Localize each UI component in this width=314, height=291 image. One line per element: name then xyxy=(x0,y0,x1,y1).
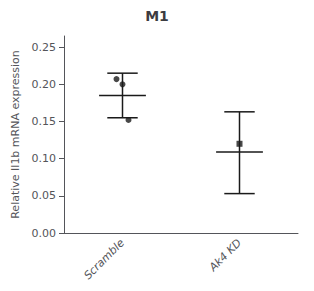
svg-text:0.15: 0.15 xyxy=(32,115,57,128)
svg-text:Ak4 KD: Ak4 KD xyxy=(206,236,244,274)
svg-text:Scramble: Scramble xyxy=(81,236,127,282)
svg-text:0.10: 0.10 xyxy=(32,152,57,165)
svg-text:Relative Il1b mRNA expression: Relative Il1b mRNA expression xyxy=(9,50,22,219)
svg-text:M1: M1 xyxy=(145,8,169,24)
svg-text:0.05: 0.05 xyxy=(32,189,57,202)
svg-text:0.20: 0.20 xyxy=(32,78,57,91)
svg-text:0.00: 0.00 xyxy=(32,227,57,240)
svg-text:0.25: 0.25 xyxy=(32,41,57,54)
